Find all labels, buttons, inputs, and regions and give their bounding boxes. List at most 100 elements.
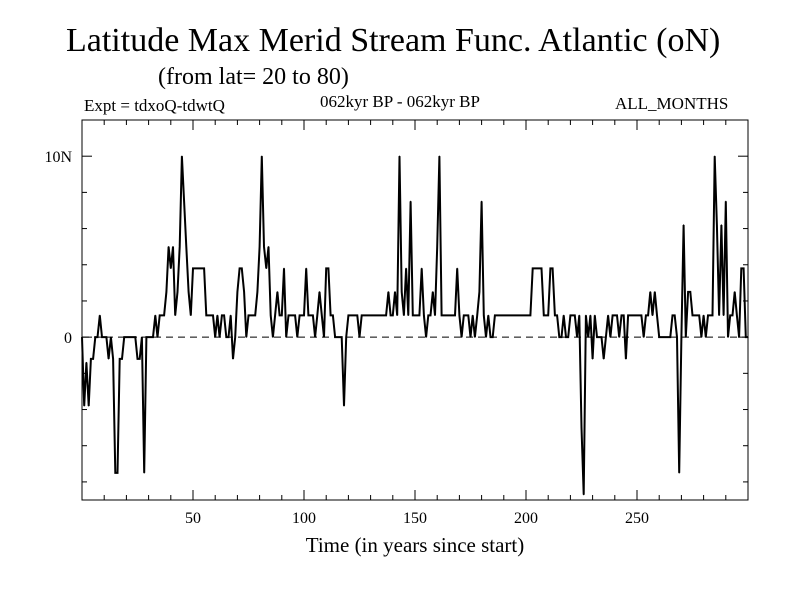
data-point: [105, 336, 107, 338]
data-point: [540, 267, 543, 269]
data-point: [718, 314, 720, 316]
data-point: [316, 314, 318, 316]
data-point: [727, 336, 729, 338]
data-point: [481, 200, 483, 202]
axis-ticks: [82, 119, 748, 500]
data-point: [330, 314, 332, 316]
data-point: [88, 405, 90, 407]
data-point: [472, 314, 474, 316]
data-point: [532, 267, 534, 269]
data-point: [600, 336, 603, 338]
data-point: [405, 267, 407, 269]
data-point: [427, 314, 429, 316]
data-point: [576, 336, 578, 338]
data-point: [421, 267, 423, 269]
data-point: [429, 314, 432, 316]
data-point: [241, 267, 243, 269]
data-point: [247, 314, 250, 316]
data-point: [338, 336, 341, 338]
data-point: [725, 200, 727, 202]
data-point: [449, 314, 452, 316]
data-point: [538, 267, 540, 269]
data-point: [183, 200, 185, 202]
data-point: [96, 336, 99, 338]
data-point: [507, 314, 509, 316]
data-point: [416, 314, 418, 316]
data-point: [478, 291, 480, 293]
data-point: [163, 314, 165, 316]
data-point: [694, 314, 696, 316]
data-point: [645, 314, 647, 316]
data-point: [123, 336, 125, 338]
data-point: [387, 291, 389, 293]
data-point: [683, 224, 685, 226]
data-point: [609, 336, 612, 338]
data-point: [199, 267, 201, 269]
data-point: [114, 472, 116, 474]
data-point: [676, 336, 678, 338]
data-point: [92, 358, 94, 360]
data-point: [130, 336, 132, 338]
data-point: [385, 314, 387, 316]
data-point: [125, 336, 127, 338]
data-point: [372, 314, 374, 316]
data-point: [743, 267, 745, 269]
data-point: [332, 314, 334, 316]
x-tick-label: 100: [292, 510, 316, 527]
data-point: [572, 314, 574, 316]
data-point: [243, 291, 245, 293]
data-point: [196, 267, 198, 269]
data-point: [312, 314, 314, 316]
data-point: [660, 336, 663, 338]
data-point: [734, 291, 736, 293]
data-point: [494, 314, 496, 316]
data-point: [665, 336, 667, 338]
months-label: ALL_MONTHS: [615, 94, 729, 113]
data-point: [629, 314, 631, 316]
data-point: [638, 314, 640, 316]
data-point: [514, 314, 516, 316]
data-point: [227, 336, 230, 338]
data-point: [556, 314, 558, 316]
data-point: [250, 314, 252, 316]
x-tick-label: 150: [403, 510, 427, 527]
data-point: [736, 314, 738, 316]
data-point: [194, 267, 196, 269]
data-point: [529, 314, 532, 316]
data-point: [301, 314, 303, 316]
data-point: [518, 314, 520, 316]
data-point: [303, 314, 305, 316]
data-point: [436, 246, 438, 248]
data-point: [509, 314, 512, 316]
data-point: [287, 314, 290, 316]
y-tick-label: 0: [64, 330, 72, 347]
x-tick-label: 200: [514, 510, 538, 527]
data-point: [476, 314, 478, 316]
data-point: [474, 336, 476, 338]
data-point: [434, 314, 436, 316]
data-point: [731, 314, 734, 316]
data-point: [423, 314, 425, 316]
data-point: [245, 336, 247, 338]
data-point: [358, 336, 361, 338]
data-point: [119, 358, 121, 360]
data-point: [458, 314, 460, 316]
data-point: [321, 314, 323, 316]
data-point: [234, 336, 236, 338]
data-point: [545, 314, 547, 316]
data-point: [443, 314, 445, 316]
data-point: [625, 358, 627, 360]
data-point: [623, 314, 625, 316]
data-point: [587, 336, 589, 338]
data-point: [83, 405, 85, 407]
data-point: [620, 314, 623, 316]
chart-title: Latitude Max Merid Stream Func. Atlantic…: [66, 22, 721, 59]
data-point: [598, 336, 600, 338]
data-point: [223, 314, 225, 316]
data-point: [729, 314, 731, 316]
data-point: [594, 314, 596, 316]
data-point: [578, 314, 580, 316]
data-point: [170, 267, 172, 269]
data-point: [136, 358, 139, 360]
data-point: [563, 314, 565, 316]
